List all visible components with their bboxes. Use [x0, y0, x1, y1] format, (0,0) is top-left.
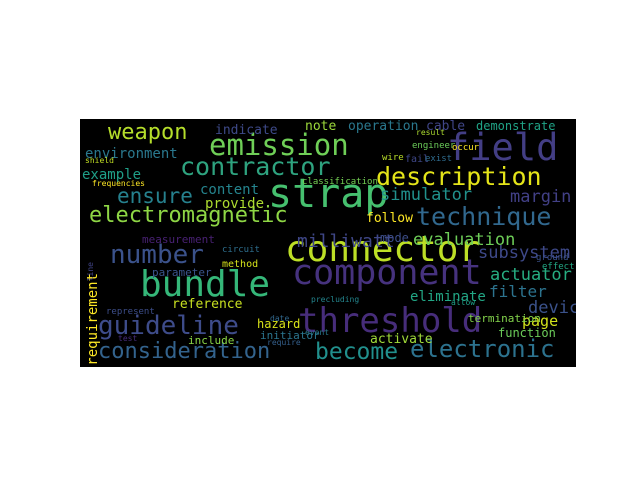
word-requirement: requirement — [85, 273, 101, 366]
word-include: include — [188, 334, 235, 347]
word-result: result — [416, 128, 445, 137]
word-circuit: circuit — [222, 245, 260, 255]
word-measurement: measurement — [142, 233, 215, 246]
word-note: note — [305, 119, 337, 134]
word-content: content — [200, 182, 260, 198]
word-ground: ground — [536, 253, 569, 263]
word-method: method — [222, 259, 259, 270]
word-frequencies: frequencies — [92, 179, 145, 188]
word-function: function — [498, 326, 556, 340]
word-allow: allow — [451, 298, 476, 307]
word-line: line — [86, 262, 95, 282]
word-actuator: actuator — [490, 265, 572, 285]
word-fail: fail — [405, 154, 430, 165]
word-weapon: weapon — [108, 120, 188, 145]
word-milliwatt: milliwatt — [297, 231, 395, 252]
word-initiator: initiator — [260, 329, 320, 342]
word-cloud: emission field weapon contractor descrip… — [80, 119, 576, 367]
word-device: device — [528, 298, 576, 318]
word-activate: activate — [370, 332, 433, 347]
word-consideration: consideration — [98, 339, 271, 364]
word-date: date — [270, 314, 290, 323]
word-mode: mode — [380, 231, 409, 245]
word-description: description — [376, 162, 542, 191]
word-subsystem: subsystem — [478, 243, 571, 263]
word-reference: reference — [172, 297, 243, 312]
word-shield: shield — [85, 156, 114, 165]
word-page: page — [522, 312, 559, 330]
word-number: number — [110, 240, 204, 270]
word-emission: emission — [209, 128, 349, 162]
word-test: test — [118, 334, 138, 343]
word-become: become — [315, 339, 399, 365]
word-bundle: bundle — [140, 264, 271, 305]
word-eliminate: eliminate — [410, 289, 486, 305]
word-wire: wire — [382, 153, 404, 163]
word-classification: classification — [302, 177, 378, 187]
word-represent: represent — [106, 307, 155, 317]
word-ensure: ensure — [117, 184, 193, 208]
word-termination: termination — [468, 312, 541, 325]
word-example: example — [82, 167, 142, 183]
word-demonstrate: demonstrate — [476, 119, 556, 133]
word-precluding: precluding — [311, 295, 360, 304]
word-contractor: contractor — [180, 152, 331, 181]
word-evaluation: evaluation — [413, 230, 516, 250]
word-guideline: guideline — [98, 311, 239, 341]
word-simulator: simulator — [380, 185, 473, 205]
word-margin: margin — [510, 187, 572, 207]
word-filter: filter — [489, 282, 547, 301]
word-connector: connector — [285, 229, 481, 270]
word-exist: exist — [425, 154, 453, 164]
word-require: require — [267, 338, 301, 347]
word-environment: environment — [85, 146, 178, 162]
word-component: component — [292, 253, 482, 293]
word-occur: occur — [452, 143, 480, 153]
word-parameter: parameter — [152, 266, 212, 279]
word-hazard: hazard — [257, 317, 301, 331]
word-strap: strap — [268, 171, 389, 217]
word-follow: follow — [366, 211, 413, 226]
word-electromagnetic: electromagnetic — [89, 203, 288, 228]
word-cable: cable — [426, 119, 466, 134]
word-event: event — [305, 328, 330, 337]
word-threshold: threshold — [298, 301, 483, 341]
word-field: field — [447, 126, 559, 169]
word-provide: provide — [205, 196, 265, 212]
word-indicate: indicate — [215, 123, 278, 138]
word-operation: operation — [348, 119, 419, 134]
word-effect: effect — [542, 262, 575, 272]
word-engineer: engineer — [412, 141, 456, 151]
word-technique: technique — [416, 202, 552, 231]
word-electronic: electronic — [410, 335, 555, 363]
